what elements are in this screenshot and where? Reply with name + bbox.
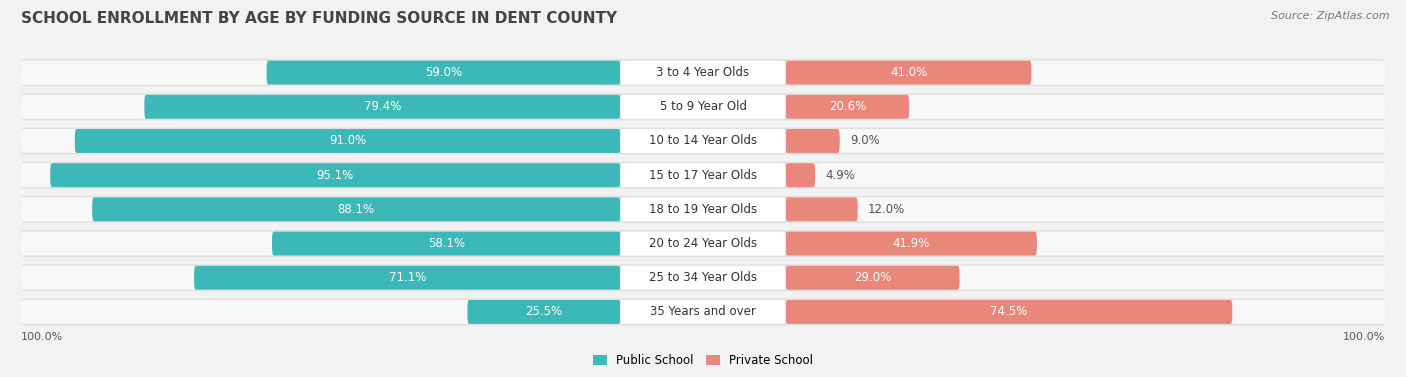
FancyBboxPatch shape	[786, 163, 815, 187]
FancyBboxPatch shape	[620, 129, 786, 153]
FancyBboxPatch shape	[271, 231, 620, 256]
FancyBboxPatch shape	[21, 266, 620, 290]
FancyBboxPatch shape	[21, 93, 1385, 120]
Text: 18 to 19 Year Olds: 18 to 19 Year Olds	[650, 203, 756, 216]
FancyBboxPatch shape	[786, 61, 1385, 84]
FancyBboxPatch shape	[620, 95, 786, 119]
FancyBboxPatch shape	[194, 266, 620, 290]
Text: 91.0%: 91.0%	[329, 135, 366, 147]
Text: 59.0%: 59.0%	[425, 66, 463, 79]
FancyBboxPatch shape	[786, 266, 1385, 290]
FancyBboxPatch shape	[21, 196, 1385, 223]
Text: 41.0%: 41.0%	[890, 66, 927, 79]
Text: 35 Years and over: 35 Years and over	[650, 305, 756, 319]
FancyBboxPatch shape	[786, 300, 1232, 324]
Text: 10 to 14 Year Olds: 10 to 14 Year Olds	[650, 135, 756, 147]
Text: 20.6%: 20.6%	[828, 100, 866, 113]
Text: 5 to 9 Year Old: 5 to 9 Year Old	[659, 100, 747, 113]
FancyBboxPatch shape	[620, 61, 786, 84]
Text: 95.1%: 95.1%	[316, 169, 354, 182]
FancyBboxPatch shape	[21, 264, 1385, 291]
Text: 4.9%: 4.9%	[825, 169, 855, 182]
FancyBboxPatch shape	[467, 300, 620, 324]
FancyBboxPatch shape	[786, 163, 1385, 187]
FancyBboxPatch shape	[786, 95, 910, 119]
FancyBboxPatch shape	[21, 162, 1385, 188]
FancyBboxPatch shape	[786, 198, 1385, 221]
FancyBboxPatch shape	[786, 231, 1036, 256]
FancyBboxPatch shape	[21, 198, 620, 221]
FancyBboxPatch shape	[786, 231, 1385, 256]
FancyBboxPatch shape	[786, 129, 839, 153]
FancyBboxPatch shape	[267, 61, 620, 84]
Text: 100.0%: 100.0%	[1343, 331, 1385, 342]
FancyBboxPatch shape	[786, 300, 1385, 324]
FancyBboxPatch shape	[620, 300, 786, 324]
Text: 74.5%: 74.5%	[990, 305, 1028, 319]
FancyBboxPatch shape	[620, 266, 786, 290]
FancyBboxPatch shape	[21, 129, 620, 153]
FancyBboxPatch shape	[620, 198, 786, 221]
Text: 29.0%: 29.0%	[853, 271, 891, 284]
Text: 9.0%: 9.0%	[851, 135, 880, 147]
FancyBboxPatch shape	[75, 129, 620, 153]
FancyBboxPatch shape	[21, 59, 1385, 86]
FancyBboxPatch shape	[21, 61, 620, 84]
Text: 3 to 4 Year Olds: 3 to 4 Year Olds	[657, 66, 749, 79]
FancyBboxPatch shape	[786, 198, 858, 221]
FancyBboxPatch shape	[786, 129, 1385, 153]
Text: SCHOOL ENROLLMENT BY AGE BY FUNDING SOURCE IN DENT COUNTY: SCHOOL ENROLLMENT BY AGE BY FUNDING SOUR…	[21, 11, 617, 26]
FancyBboxPatch shape	[21, 230, 1385, 257]
FancyBboxPatch shape	[21, 300, 620, 324]
Text: Source: ZipAtlas.com: Source: ZipAtlas.com	[1271, 11, 1389, 21]
FancyBboxPatch shape	[51, 163, 620, 187]
FancyBboxPatch shape	[786, 95, 1385, 119]
FancyBboxPatch shape	[93, 198, 620, 221]
Text: 41.9%: 41.9%	[893, 237, 929, 250]
Text: 58.1%: 58.1%	[427, 237, 465, 250]
FancyBboxPatch shape	[21, 231, 620, 256]
FancyBboxPatch shape	[21, 163, 620, 187]
FancyBboxPatch shape	[620, 163, 786, 187]
FancyBboxPatch shape	[21, 127, 1385, 155]
FancyBboxPatch shape	[620, 231, 786, 256]
Text: 15 to 17 Year Olds: 15 to 17 Year Olds	[650, 169, 756, 182]
Text: 20 to 24 Year Olds: 20 to 24 Year Olds	[650, 237, 756, 250]
Legend: Public School, Private School: Public School, Private School	[588, 349, 818, 372]
FancyBboxPatch shape	[21, 95, 620, 119]
Text: 88.1%: 88.1%	[337, 203, 375, 216]
FancyBboxPatch shape	[145, 95, 620, 119]
Text: 25 to 34 Year Olds: 25 to 34 Year Olds	[650, 271, 756, 284]
Text: 100.0%: 100.0%	[21, 331, 63, 342]
Text: 79.4%: 79.4%	[364, 100, 401, 113]
Text: 12.0%: 12.0%	[868, 203, 905, 216]
FancyBboxPatch shape	[786, 61, 1032, 84]
Text: 25.5%: 25.5%	[526, 305, 562, 319]
Text: 71.1%: 71.1%	[388, 271, 426, 284]
FancyBboxPatch shape	[786, 266, 959, 290]
FancyBboxPatch shape	[21, 299, 1385, 325]
